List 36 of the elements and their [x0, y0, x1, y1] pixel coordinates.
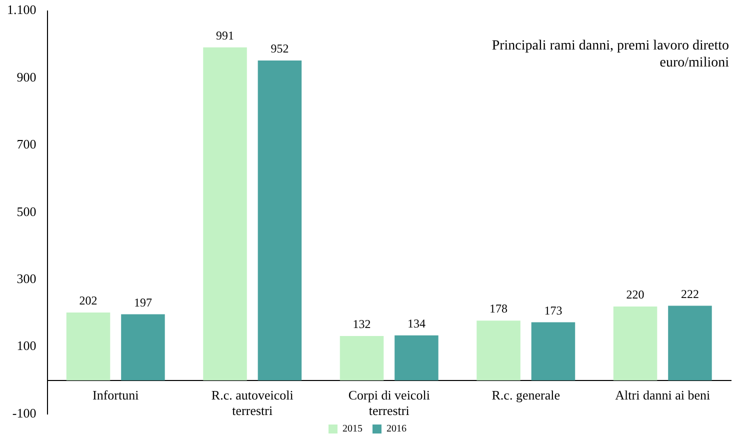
y-tick-label: 1.100	[7, 2, 36, 18]
x-tick-label: Infortuni	[92, 388, 140, 403]
y-tick-label: 100	[16, 338, 36, 354]
data-label: 178	[490, 302, 508, 316]
annotation: Principali rami danni, premi lavoro diretto	[492, 38, 729, 54]
bar	[394, 335, 438, 380]
y-tick-label: 500	[16, 204, 36, 219]
y-tick-label: -100	[12, 405, 36, 420]
bar	[121, 314, 165, 380]
bar	[476, 320, 520, 380]
bar	[613, 306, 658, 380]
x-tick-label: Altri danni ai beni	[615, 388, 710, 403]
x-tick-label: R.c. autoveicoli terrestri	[211, 388, 294, 418]
data-label: 991	[216, 28, 234, 43]
x-tick-label: Corpi di veicoli terrestri	[348, 388, 430, 418]
data-label: 173	[544, 303, 562, 318]
data-label: 220	[626, 288, 644, 302]
y-tick-label: 900	[16, 69, 36, 84]
data-label: 952	[270, 42, 289, 56]
bar	[531, 322, 576, 380]
bar	[340, 336, 384, 380]
data-label: 197	[134, 295, 152, 310]
y-tick-label: 700	[16, 136, 36, 152]
bar	[668, 306, 712, 380]
legend-label: 2016	[386, 424, 406, 435]
data-label: 222	[680, 286, 699, 301]
data-label: 134	[407, 316, 426, 331]
x-tick-label: R.c. generale	[492, 388, 560, 403]
annotation: euro/milioni	[660, 55, 730, 70]
bar	[66, 312, 110, 380]
bar	[203, 47, 247, 380]
legend-label: 2015	[342, 424, 362, 435]
bar	[258, 60, 302, 380]
y-tick-label: 300	[16, 271, 36, 286]
data-label: 202	[79, 294, 98, 308]
data-label: 132	[352, 317, 371, 332]
